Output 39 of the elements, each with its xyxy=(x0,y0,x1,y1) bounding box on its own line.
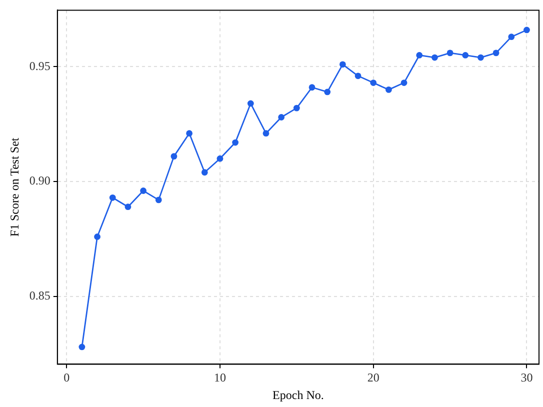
point xyxy=(324,88,331,96)
point xyxy=(232,139,239,146)
point xyxy=(155,196,162,204)
point xyxy=(339,61,346,68)
point xyxy=(262,130,270,137)
x-tick-label: 0 xyxy=(64,370,70,385)
point xyxy=(432,54,438,61)
y-tick-label: 0.90 xyxy=(29,174,50,188)
point xyxy=(109,194,116,201)
y-axis-title: F1 Score on Test Set xyxy=(7,137,22,237)
x-tick-label: 10 xyxy=(214,370,226,385)
y-tick-label: 0.85 xyxy=(29,288,50,303)
point xyxy=(186,130,193,137)
point xyxy=(78,344,86,350)
point xyxy=(170,153,178,160)
point xyxy=(400,80,408,86)
point xyxy=(462,52,469,58)
x-axis-title: Epoch No. xyxy=(272,388,324,402)
point xyxy=(354,72,362,80)
point xyxy=(293,104,300,112)
x-tick-label: 20 xyxy=(367,370,380,385)
point xyxy=(385,86,392,93)
point xyxy=(124,204,132,210)
point xyxy=(524,26,530,34)
point xyxy=(94,234,100,240)
point xyxy=(508,34,515,40)
point xyxy=(247,100,254,107)
point xyxy=(278,114,285,120)
point xyxy=(201,169,208,176)
y-tick-label: 0.95 xyxy=(29,58,50,73)
point xyxy=(308,84,316,91)
point xyxy=(216,155,224,162)
point xyxy=(492,50,500,56)
x-tick-label: 30 xyxy=(520,370,533,385)
point xyxy=(478,54,484,61)
point xyxy=(416,52,423,58)
point xyxy=(140,188,146,194)
point xyxy=(370,80,377,86)
point xyxy=(446,50,454,56)
